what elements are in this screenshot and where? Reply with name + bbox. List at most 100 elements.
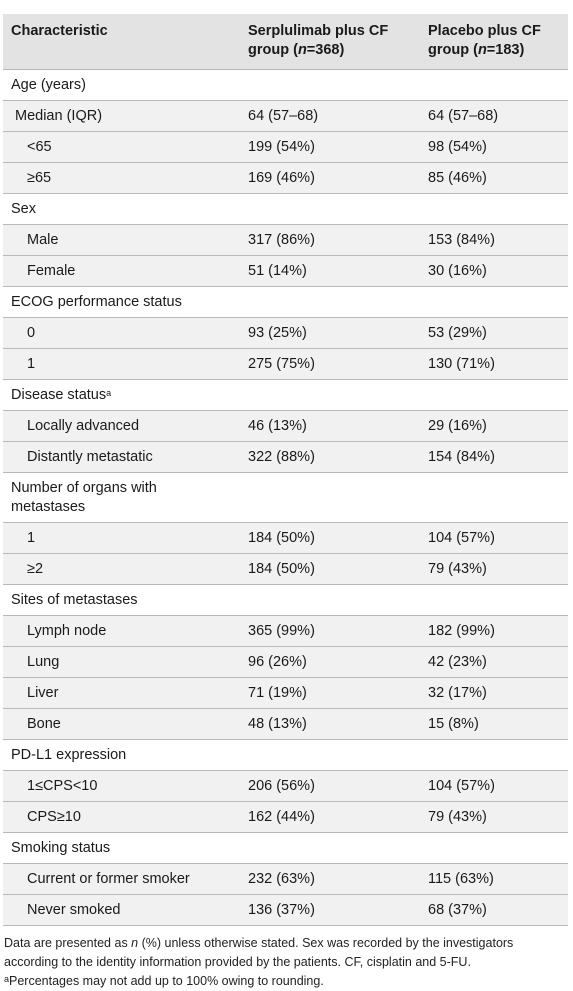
- row-label: 0: [3, 317, 239, 349]
- section-row-ecog: ECOG performance status: [3, 286, 568, 318]
- table-row: Current or former smoker 232 (63%) 115 (63…: [3, 863, 568, 895]
- footnote-rounding-text: Percentages may not add up to 100% owing…: [9, 974, 324, 988]
- placebo-value: 68 (37%): [419, 894, 568, 926]
- table-footnote: Data are presented as n (%) unless other…: [4, 934, 569, 991]
- header-serplulimab-count: =368): [306, 42, 345, 58]
- placebo-value: 104 (57%): [419, 522, 568, 554]
- header-placebo-n: n: [477, 42, 487, 58]
- section-row-sites: Sites of metastases: [3, 584, 568, 616]
- table-row: 1≤CPS<10 206 (56%) 104 (57%): [3, 770, 568, 802]
- serplulimab-value: 96 (26%): [239, 646, 419, 678]
- header-placebo-count: =183): [486, 42, 525, 58]
- row-label: ≥2: [3, 553, 239, 585]
- row-label: Liver: [3, 677, 239, 709]
- serplulimab-value: 136 (37%): [239, 894, 419, 926]
- header-placebo: Placebo plus CF group (n=183): [419, 14, 568, 70]
- placebo-value: 154 (84%): [419, 441, 568, 473]
- placebo-value: 29 (16%): [419, 410, 568, 442]
- row-label: Lung: [3, 646, 239, 678]
- table-row: Male 317 (86%) 153 (84%): [3, 224, 568, 256]
- row-label: Never smoked: [3, 894, 239, 926]
- section-row-smoking: Smoking status: [3, 832, 568, 864]
- section-label: Disease statusa: [3, 379, 568, 411]
- table-body: Age (years) Median (IQR) 64 (57–68) 64 (57…: [3, 69, 568, 926]
- footnote-line-a: aPercentages may not add up to 100% owin…: [4, 972, 569, 991]
- footnote-n: n: [131, 936, 139, 950]
- placebo-value: 98 (54%): [419, 131, 568, 163]
- table-row: Locally advanced 46 (13%) 29 (16%): [3, 410, 568, 442]
- serplulimab-value: 64 (57–68): [239, 100, 419, 132]
- row-label: ≥65: [3, 162, 239, 194]
- serplulimab-value: 169 (46%): [239, 162, 419, 194]
- section-label: Sex: [3, 193, 568, 225]
- serplulimab-value: 317 (86%): [239, 224, 419, 256]
- row-label: Distantly metastatic: [3, 441, 239, 473]
- table-row: <65 199 (54%) 98 (54%): [3, 131, 568, 163]
- section-label: Age (years): [3, 69, 568, 101]
- placebo-value: 15 (8%): [419, 708, 568, 740]
- serplulimab-value: 46 (13%): [239, 410, 419, 442]
- serplulimab-value: 232 (63%): [239, 863, 419, 895]
- footnote-marker: a: [106, 388, 112, 398]
- section-row-disease-status: Disease statusa: [3, 379, 568, 411]
- header-serplulimab-group: group (: [248, 42, 298, 58]
- row-label: 1: [3, 522, 239, 554]
- serplulimab-value: 93 (25%): [239, 317, 419, 349]
- row-label: 1: [3, 348, 239, 380]
- table-row: Median (IQR) 64 (57–68) 64 (57–68): [3, 100, 568, 132]
- table-row: 0 93 (25%) 53 (29%): [3, 317, 568, 349]
- table-row: CPS≥10 162 (44%) 79 (43%): [3, 801, 568, 833]
- table-row: ≥65 169 (46%) 85 (46%): [3, 162, 568, 194]
- row-label: Female: [3, 255, 239, 287]
- placebo-value: 32 (17%): [419, 677, 568, 709]
- placebo-value: 64 (57–68): [419, 100, 568, 132]
- footnote-text-rest: (%) unless otherwise stated. Sex was rec…: [4, 936, 514, 969]
- placebo-value: 104 (57%): [419, 770, 568, 802]
- placebo-value: 115 (63%): [419, 863, 568, 895]
- table-row: 1 275 (75%) 130 (71%): [3, 348, 568, 380]
- header-placebo-group: group (: [428, 42, 478, 58]
- placebo-value: 79 (43%): [419, 801, 568, 833]
- table-row: ≥2 184 (50%) 79 (43%): [3, 553, 568, 585]
- row-label: <65: [3, 131, 239, 163]
- header-characteristic: Characteristic: [3, 14, 239, 70]
- table-row: Lymph node 365 (99%) 182 (99%): [3, 615, 568, 647]
- serplulimab-value: 48 (13%): [239, 708, 419, 740]
- section-label: PD-L1 expression: [3, 739, 568, 771]
- footnote-text: Data are presented as: [4, 936, 132, 950]
- section-row-sex: Sex: [3, 193, 568, 225]
- serplulimab-value: 184 (50%): [239, 553, 419, 585]
- serplulimab-value: 162 (44%): [239, 801, 419, 833]
- header-serplulimab-line1: Serplulimab plus CF: [248, 23, 389, 39]
- table-row: Liver 71 (19%) 32 (17%): [3, 677, 568, 709]
- table-row: Distantly metastatic 322 (88%) 154 (84%): [3, 441, 568, 473]
- row-label: Locally advanced: [3, 410, 239, 442]
- footnote-line: Data are presented as n (%) unless other…: [4, 934, 569, 972]
- row-label: Lymph node: [3, 615, 239, 647]
- table-row: Never smoked 136 (37%) 68 (37%): [3, 894, 568, 926]
- section-row-age: Age (years): [3, 69, 568, 101]
- row-label: CPS≥10: [3, 801, 239, 833]
- empty-cell: [419, 472, 568, 523]
- placebo-value: 153 (84%): [419, 224, 568, 256]
- table-row: Female 51 (14%) 30 (16%): [3, 255, 568, 287]
- footnote-marker: a: [4, 974, 10, 984]
- serplulimab-value: 51 (14%): [239, 255, 419, 287]
- serplulimab-value: 71 (19%): [239, 677, 419, 709]
- header-serplulimab: Serplulimab plus CF group (n=368): [239, 14, 419, 70]
- section-label: ECOG performance status: [3, 286, 568, 318]
- row-label: Bone: [3, 708, 239, 740]
- serplulimab-value: 184 (50%): [239, 522, 419, 554]
- serplulimab-value: 275 (75%): [239, 348, 419, 380]
- row-label: Current or former smoker: [3, 863, 239, 895]
- section-label: Number of organs with metastases: [3, 472, 419, 523]
- header-characteristic-label: Characteristic: [11, 23, 108, 39]
- placebo-value: 53 (29%): [419, 317, 568, 349]
- baseline-characteristics-table: Characteristic Serplulimab plus CF group …: [3, 14, 568, 926]
- table-row: Lung 96 (26%) 42 (23%): [3, 646, 568, 678]
- section-label-text: Disease status: [11, 387, 107, 403]
- header-placebo-line1: Placebo plus CF: [428, 23, 541, 39]
- placebo-value: 30 (16%): [419, 255, 568, 287]
- table-header: Characteristic Serplulimab plus CF group …: [3, 14, 568, 70]
